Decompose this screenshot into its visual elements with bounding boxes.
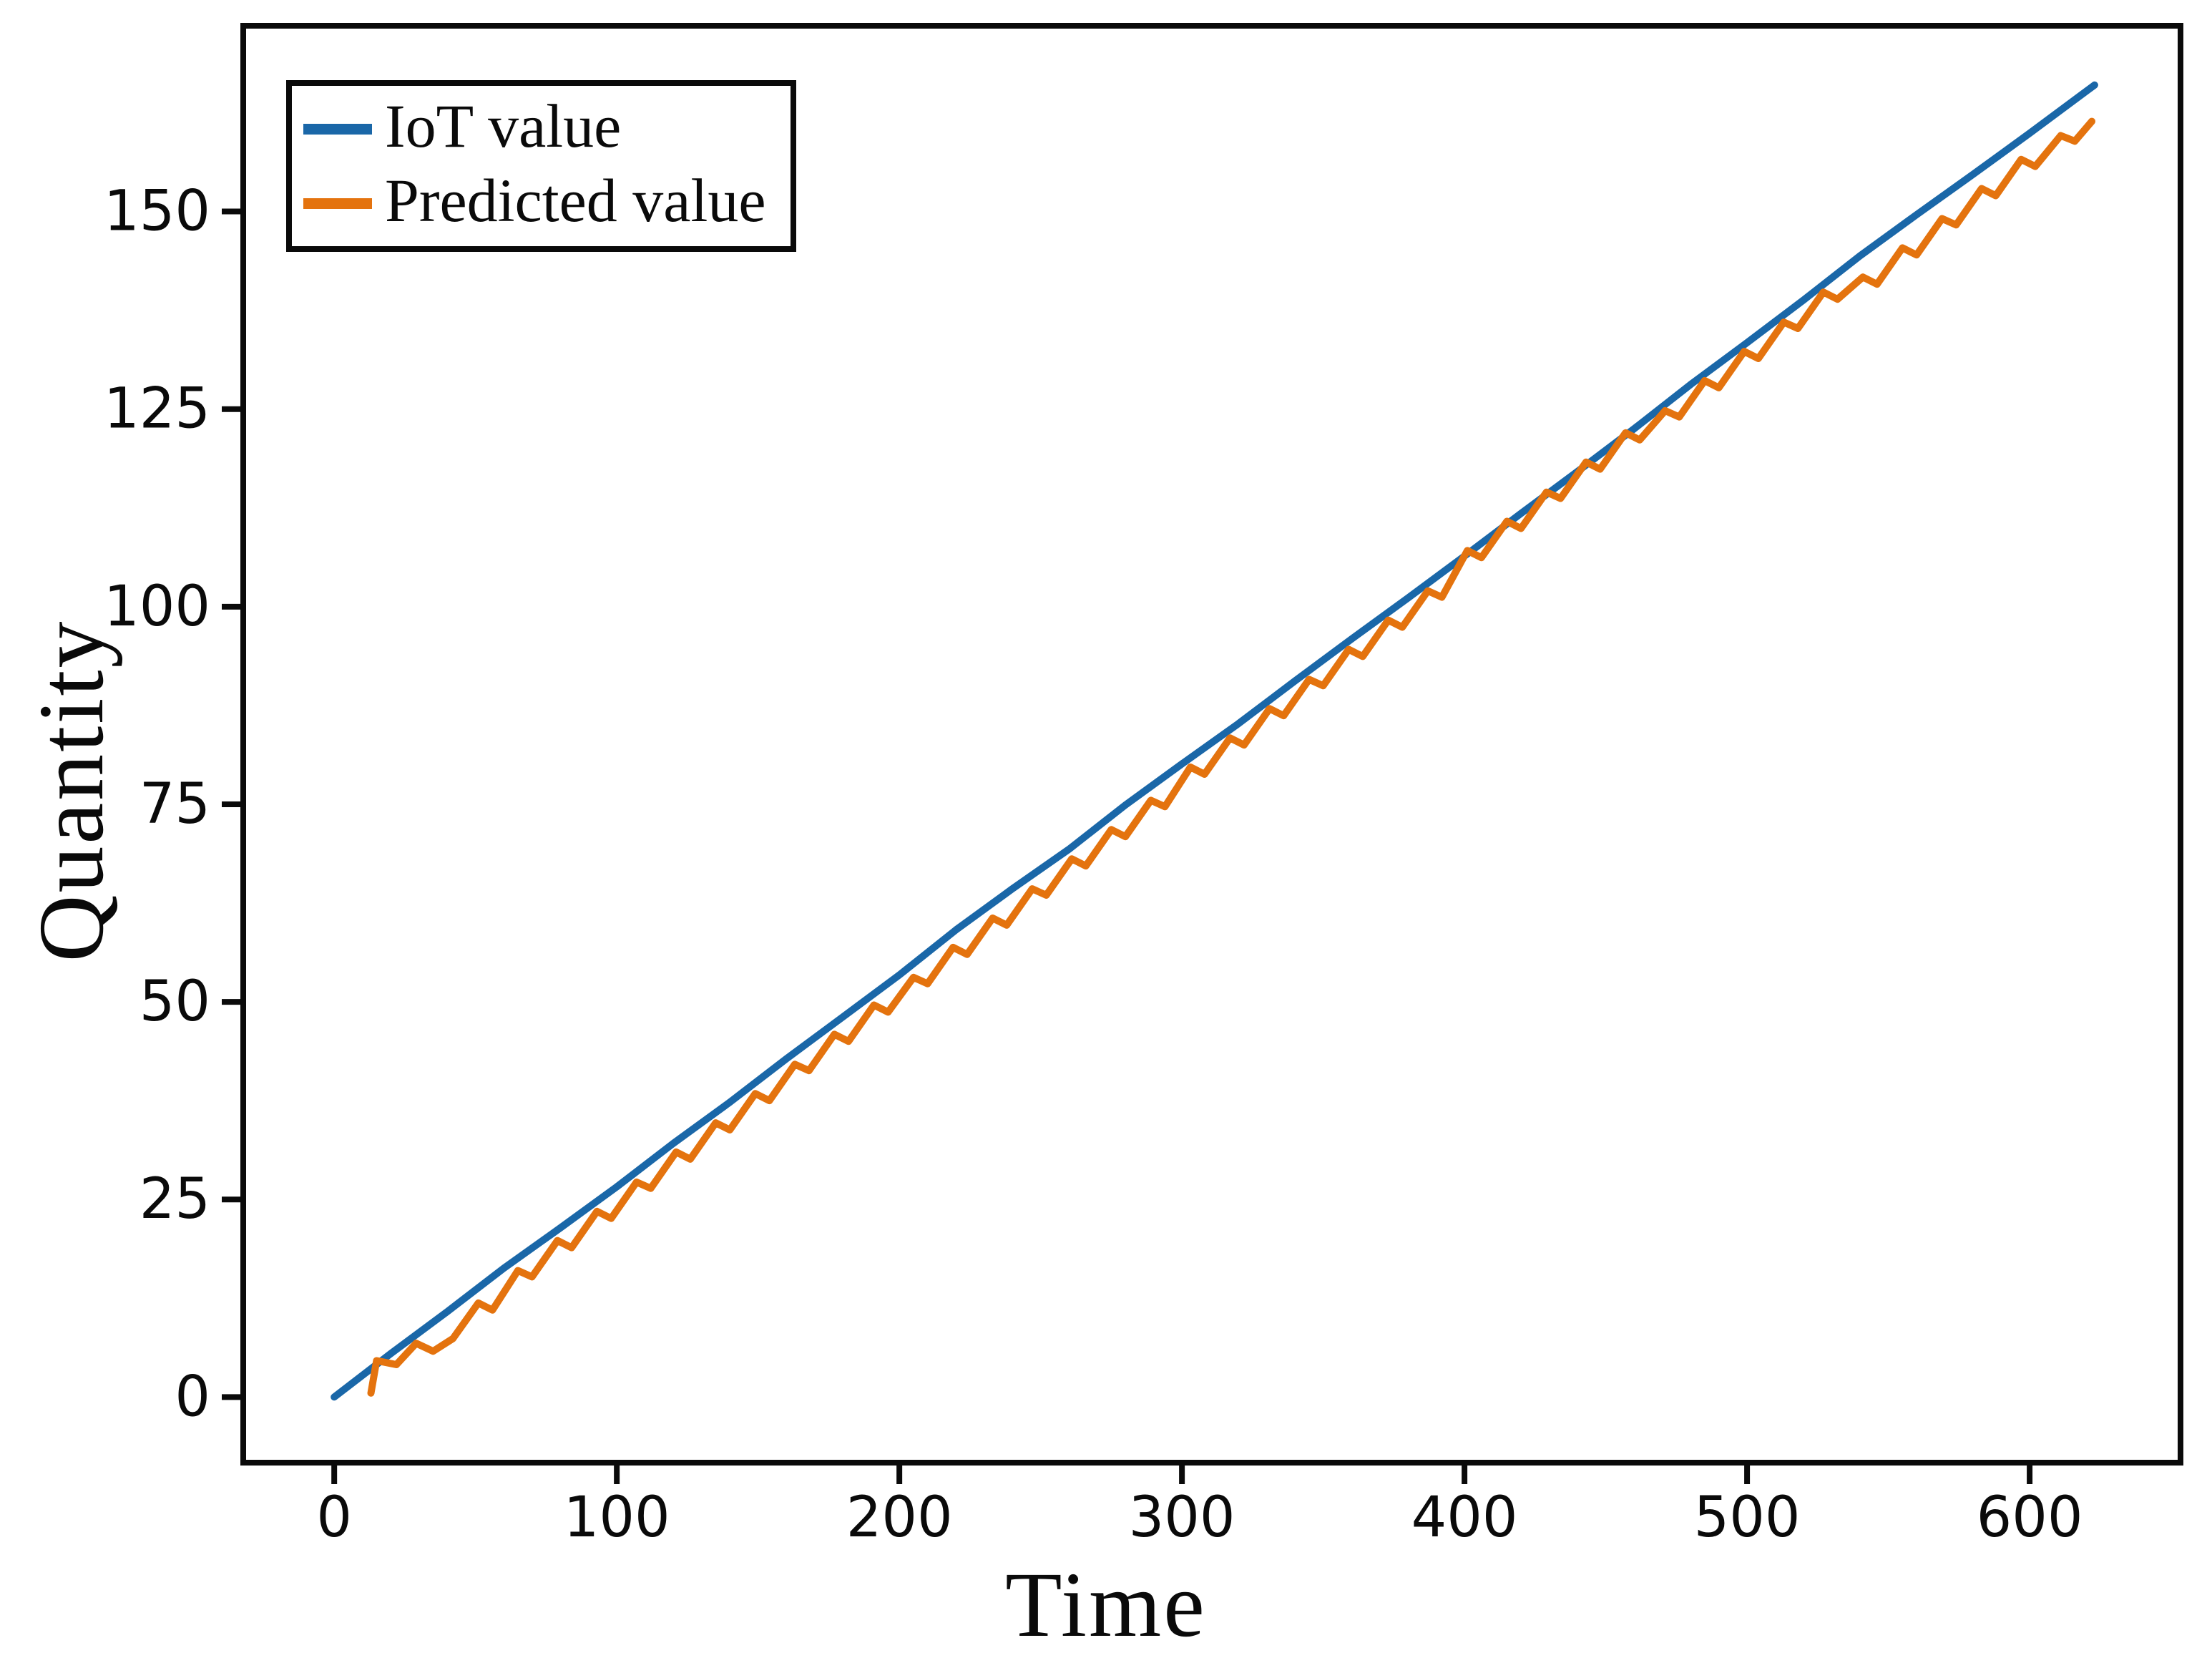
x-tick-label-200: 200 (846, 1486, 953, 1550)
x-tick-label-600: 600 (1977, 1486, 2083, 1550)
y-tick-label-125: 125 (104, 377, 210, 442)
predicted-value-line (367, 117, 2095, 1397)
series-lines (331, 81, 2098, 1401)
legend-item-predicted-value: Predicted value (303, 167, 791, 239)
axis-tick-labels: 0 100 200 300 400 500 600 0 25 50 75 100 125 150 (104, 180, 2083, 1550)
axes-spines (240, 23, 2183, 1466)
axis-ticks (222, 208, 2033, 1484)
x-tick-label-500: 500 (1694, 1486, 1801, 1550)
x-axis-title: Time (1005, 1554, 1207, 1657)
y-tick-label-0: 0 (175, 1365, 210, 1429)
legend-label-iot-value: IoT value (385, 92, 622, 160)
y-tick-label-50: 50 (140, 970, 210, 1034)
x-tick-label-100: 100 (564, 1486, 670, 1550)
x-tick-label-0: 0 (316, 1486, 352, 1550)
x-tick-label-400: 400 (1411, 1486, 1518, 1550)
y-tick-label-25: 25 (140, 1167, 210, 1232)
y-tick-label-75: 75 (140, 772, 210, 837)
y-tick-label-100: 100 (104, 575, 210, 639)
legend-label-predicted-value: Predicted value (385, 166, 766, 235)
plot-border (240, 23, 2183, 1466)
y-tick-label-150: 150 (104, 180, 210, 244)
predicted-value-line-swatch (303, 198, 372, 209)
iot-value-line-swatch (303, 123, 372, 135)
iot-value-line (331, 81, 2098, 1401)
legend: IoT value Predicted value (286, 80, 796, 252)
x-tick-label-300: 300 (1129, 1486, 1235, 1550)
legend-item-iot-value: IoT value (303, 93, 791, 165)
y-axis-title: Quantity (20, 619, 123, 962)
